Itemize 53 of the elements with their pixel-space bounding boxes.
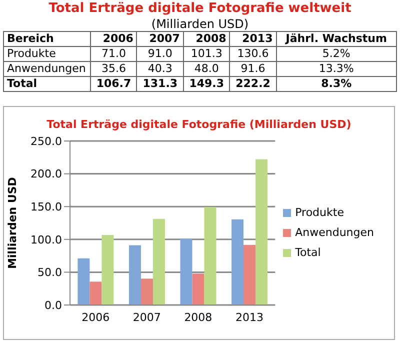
y-tick-label: 150.0 bbox=[30, 200, 62, 214]
data-label: 71.0 bbox=[90, 46, 137, 62]
data-label: 40.3 bbox=[136, 62, 184, 76]
legend-label: Total bbox=[295, 246, 321, 259]
y-tick-label: 0.0 bbox=[44, 298, 62, 312]
y-axis-title: Milliarden USD bbox=[6, 177, 19, 269]
text: 5.2% bbox=[276, 46, 396, 62]
y-tick-label: 200.0 bbox=[30, 168, 62, 181]
text: 8.3% bbox=[276, 76, 396, 92]
bar bbox=[204, 207, 216, 305]
data-label: 101.3 bbox=[183, 46, 230, 62]
bar bbox=[128, 245, 141, 305]
text: Total Erträge digitale Fotografie (Milliarden USD) bbox=[46, 117, 352, 133]
text: Produkte bbox=[7, 47, 56, 60]
chart-title: Total Erträge digitale Fotografie weltweit bbox=[48, 0, 352, 17]
bar bbox=[78, 258, 90, 305]
text: Anwendungen bbox=[7, 62, 86, 75]
category-label: 2006 bbox=[102, 32, 134, 45]
legend-label: Anwendungen bbox=[295, 226, 374, 239]
bar bbox=[232, 219, 244, 305]
chart-subtitle: (Milliarden USD) bbox=[150, 17, 250, 31]
bar bbox=[192, 274, 204, 305]
data-label: 91.6 bbox=[230, 62, 276, 76]
y-tick-label: 50.0 bbox=[38, 266, 62, 280]
bar bbox=[152, 218, 165, 305]
text: Jährl. Wachstum bbox=[276, 32, 396, 46]
x-tick-label: 2007 bbox=[132, 310, 161, 324]
data-label: 91.0 bbox=[136, 46, 184, 62]
data-label: 35.6 bbox=[90, 62, 137, 76]
x-tick-label: 2008 bbox=[184, 310, 212, 324]
bar bbox=[140, 278, 153, 305]
bar bbox=[244, 244, 256, 305]
x-tick-label: 2006 bbox=[82, 310, 110, 324]
bar bbox=[90, 282, 102, 305]
data-label: 130.6 bbox=[230, 46, 276, 62]
data-label: 222.2 bbox=[230, 76, 276, 92]
category-label: 2013 bbox=[242, 32, 273, 45]
bar bbox=[256, 159, 268, 305]
bar bbox=[180, 238, 192, 305]
y-tick-label: 250.0 bbox=[30, 134, 62, 148]
text: Total bbox=[7, 77, 38, 90]
text: Bereich bbox=[4, 32, 90, 46]
data-label: 149.3 bbox=[183, 76, 230, 92]
text: 13.3% bbox=[276, 62, 396, 76]
x-tick-label: 2013 bbox=[235, 310, 264, 324]
y-tick-label: 100.0 bbox=[30, 233, 62, 246]
legend-label: Produkte bbox=[295, 206, 344, 219]
bar bbox=[102, 235, 114, 305]
data-label: 106.7 bbox=[90, 76, 137, 92]
data-label: 48.0 bbox=[183, 62, 230, 76]
category-label: 2008 bbox=[196, 32, 226, 45]
category-label: 2007 bbox=[149, 32, 180, 45]
data-label: 131.3 bbox=[136, 76, 184, 92]
